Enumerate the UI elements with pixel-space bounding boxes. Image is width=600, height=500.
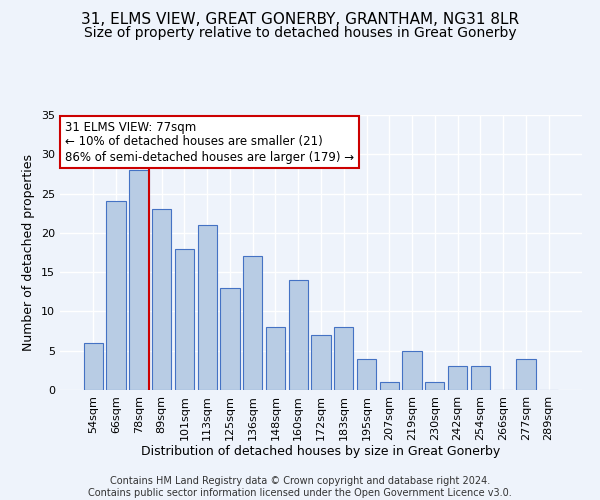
Bar <box>516 358 536 390</box>
Y-axis label: Number of detached properties: Number of detached properties <box>22 154 35 351</box>
Bar <box>129 170 149 390</box>
Bar <box>106 202 126 390</box>
Bar <box>152 210 172 390</box>
Bar <box>266 327 285 390</box>
Bar <box>448 366 467 390</box>
Bar <box>357 358 376 390</box>
Bar <box>175 248 194 390</box>
Text: Size of property relative to detached houses in Great Gonerby: Size of property relative to detached ho… <box>83 26 517 40</box>
Bar <box>470 366 490 390</box>
Bar <box>289 280 308 390</box>
Bar <box>220 288 239 390</box>
Text: 31 ELMS VIEW: 77sqm
← 10% of detached houses are smaller (21)
86% of semi-detach: 31 ELMS VIEW: 77sqm ← 10% of detached ho… <box>65 120 355 164</box>
Bar <box>311 335 331 390</box>
Text: 31, ELMS VIEW, GREAT GONERBY, GRANTHAM, NG31 8LR: 31, ELMS VIEW, GREAT GONERBY, GRANTHAM, … <box>81 12 519 28</box>
Bar <box>243 256 262 390</box>
Bar <box>403 350 422 390</box>
Bar <box>380 382 399 390</box>
Bar <box>84 343 103 390</box>
Text: Contains HM Land Registry data © Crown copyright and database right 2024.
Contai: Contains HM Land Registry data © Crown c… <box>88 476 512 498</box>
Bar <box>197 225 217 390</box>
Text: Distribution of detached houses by size in Great Gonerby: Distribution of detached houses by size … <box>142 444 500 458</box>
Bar <box>425 382 445 390</box>
Bar <box>334 327 353 390</box>
